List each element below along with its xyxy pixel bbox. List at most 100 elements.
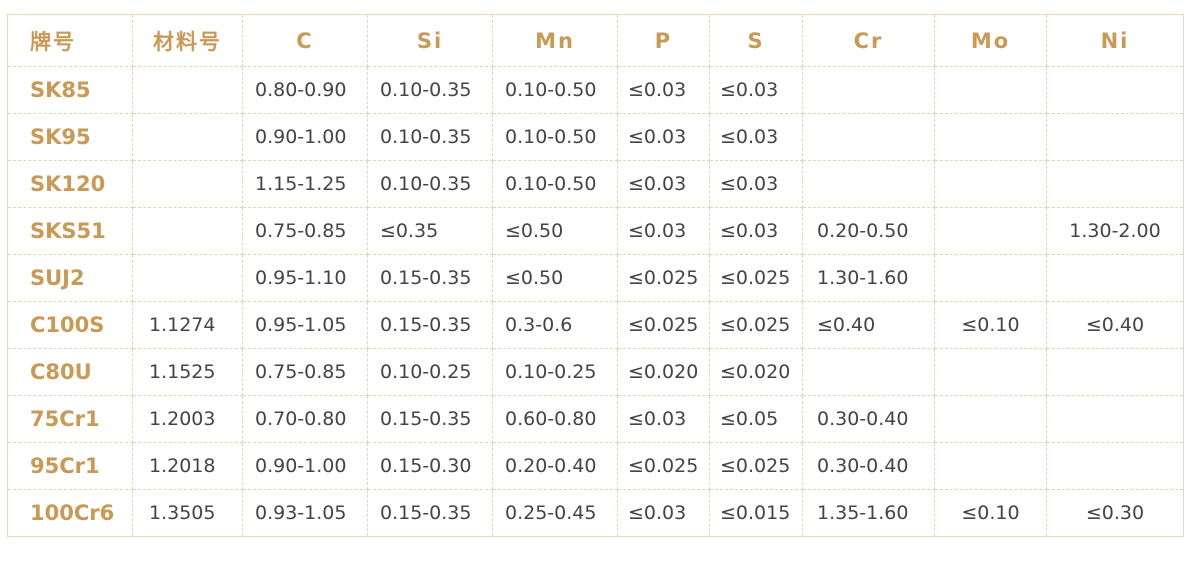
cell-mn: ≤0.50 [492, 207, 618, 255]
table-row: SK85 0.80-0.90 0.10-0.35 0.10-0.50 ≤0.03… [7, 66, 1184, 114]
cell-grade: SK120 [7, 160, 133, 208]
cell-cr: ≤0.40 [802, 301, 935, 349]
cell-grade: SKS51 [7, 207, 133, 255]
cell-s: ≤0.025 [709, 301, 803, 349]
cell-mn: 0.3-0.6 [492, 301, 618, 349]
header-material-no: 材料号 [132, 14, 243, 67]
cell-s: ≤0.025 [709, 254, 803, 302]
cell-s: ≤0.05 [709, 395, 803, 443]
cell-p: ≤0.020 [617, 348, 710, 396]
cell-c: 0.95-1.05 [242, 301, 368, 349]
header-mn: Mn [492, 14, 618, 67]
composition-table-wrapper: 牌号 材料号 C Si Mn P S Cr Mo Ni SK85 0.80-0.… [7, 14, 1184, 537]
cell-s: ≤0.03 [709, 207, 803, 255]
cell-p: ≤0.03 [617, 160, 710, 208]
cell-ni: ≤0.30 [1046, 489, 1184, 537]
cell-si: 0.15-0.35 [367, 254, 493, 302]
cell-p: ≤0.03 [617, 66, 710, 114]
cell-grade: SK85 [7, 66, 133, 114]
cell-grade: 75Cr1 [7, 395, 133, 443]
table-row: SUJ2 0.95-1.10 0.15-0.35 ≤0.50 ≤0.025 ≤0… [7, 254, 1184, 302]
cell-s: ≤0.020 [709, 348, 803, 396]
table-row: 95Cr1 1.2018 0.90-1.00 0.15-0.30 0.20-0.… [7, 442, 1184, 490]
cell-mo: ≤0.10 [934, 301, 1047, 349]
cell-p: ≤0.025 [617, 254, 710, 302]
cell-material-no [132, 113, 243, 161]
cell-s: ≤0.025 [709, 442, 803, 490]
cell-material-no: 1.2018 [132, 442, 243, 490]
cell-mn: 0.20-0.40 [492, 442, 618, 490]
cell-si: 0.15-0.35 [367, 301, 493, 349]
table-row: 100Cr6 1.3505 0.93-1.05 0.15-0.35 0.25-0… [7, 489, 1184, 537]
cell-cr [802, 66, 935, 114]
cell-mo [934, 442, 1047, 490]
cell-mo [934, 395, 1047, 443]
header-mo: Mo [934, 14, 1047, 67]
header-p: P [617, 14, 710, 67]
cell-ni [1046, 160, 1184, 208]
cell-grade: SUJ2 [7, 254, 133, 302]
cell-grade: C100S [7, 301, 133, 349]
cell-c: 0.75-0.85 [242, 207, 368, 255]
cell-cr: 0.30-0.40 [802, 395, 935, 443]
cell-mn: 0.10-0.25 [492, 348, 618, 396]
cell-mo [934, 207, 1047, 255]
cell-c: 0.95-1.10 [242, 254, 368, 302]
cell-material-no [132, 254, 243, 302]
cell-si: ≤0.35 [367, 207, 493, 255]
cell-mn: 0.10-0.50 [492, 160, 618, 208]
cell-grade: SK95 [7, 113, 133, 161]
cell-p: ≤0.03 [617, 395, 710, 443]
header-ni: Ni [1046, 14, 1184, 67]
cell-ni: ≤0.40 [1046, 301, 1184, 349]
table-row: 75Cr1 1.2003 0.70-0.80 0.15-0.35 0.60-0.… [7, 395, 1184, 443]
cell-c: 0.75-0.85 [242, 348, 368, 396]
cell-mn: 0.10-0.50 [492, 66, 618, 114]
cell-ni [1046, 66, 1184, 114]
cell-cr: 0.20-0.50 [802, 207, 935, 255]
cell-mn: 0.60-0.80 [492, 395, 618, 443]
cell-si: 0.10-0.35 [367, 160, 493, 208]
cell-material-no [132, 207, 243, 255]
header-s: S [709, 14, 803, 67]
cell-material-no: 1.1525 [132, 348, 243, 396]
cell-mo [934, 160, 1047, 208]
cell-material-no: 1.3505 [132, 489, 243, 537]
cell-ni [1046, 113, 1184, 161]
header-cr: Cr [802, 14, 935, 67]
table-row: SK120 1.15-1.25 0.10-0.35 0.10-0.50 ≤0.0… [7, 160, 1184, 208]
cell-si: 0.15-0.35 [367, 489, 493, 537]
cell-material-no: 1.2003 [132, 395, 243, 443]
cell-s: ≤0.015 [709, 489, 803, 537]
cell-p: ≤0.03 [617, 489, 710, 537]
cell-cr [802, 113, 935, 161]
cell-cr: 1.35-1.60 [802, 489, 935, 537]
cell-c: 0.80-0.90 [242, 66, 368, 114]
cell-ni [1046, 348, 1184, 396]
cell-s: ≤0.03 [709, 113, 803, 161]
cell-mo [934, 254, 1047, 302]
cell-mo: ≤0.10 [934, 489, 1047, 537]
cell-mn: 0.10-0.50 [492, 113, 618, 161]
cell-c: 0.90-1.00 [242, 113, 368, 161]
cell-s: ≤0.03 [709, 160, 803, 208]
cell-mn: ≤0.50 [492, 254, 618, 302]
header-si: Si [367, 14, 493, 67]
cell-grade: 100Cr6 [7, 489, 133, 537]
cell-si: 0.10-0.35 [367, 113, 493, 161]
cell-p: ≤0.025 [617, 301, 710, 349]
header-c: C [242, 14, 368, 67]
cell-c: 0.70-0.80 [242, 395, 368, 443]
table-row: C100S 1.1274 0.95-1.05 0.15-0.35 0.3-0.6… [7, 301, 1184, 349]
cell-cr [802, 348, 935, 396]
cell-ni: 1.30-2.00 [1046, 207, 1184, 255]
cell-p: ≤0.03 [617, 207, 710, 255]
cell-mn: 0.25-0.45 [492, 489, 618, 537]
cell-cr: 0.30-0.40 [802, 442, 935, 490]
header-grade: 牌号 [7, 14, 133, 67]
cell-si: 0.15-0.30 [367, 442, 493, 490]
cell-si: 0.15-0.35 [367, 395, 493, 443]
table-row: SK95 0.90-1.00 0.10-0.35 0.10-0.50 ≤0.03… [7, 113, 1184, 161]
cell-p: ≤0.025 [617, 442, 710, 490]
table-header-row: 牌号 材料号 C Si Mn P S Cr Mo Ni [7, 14, 1184, 67]
